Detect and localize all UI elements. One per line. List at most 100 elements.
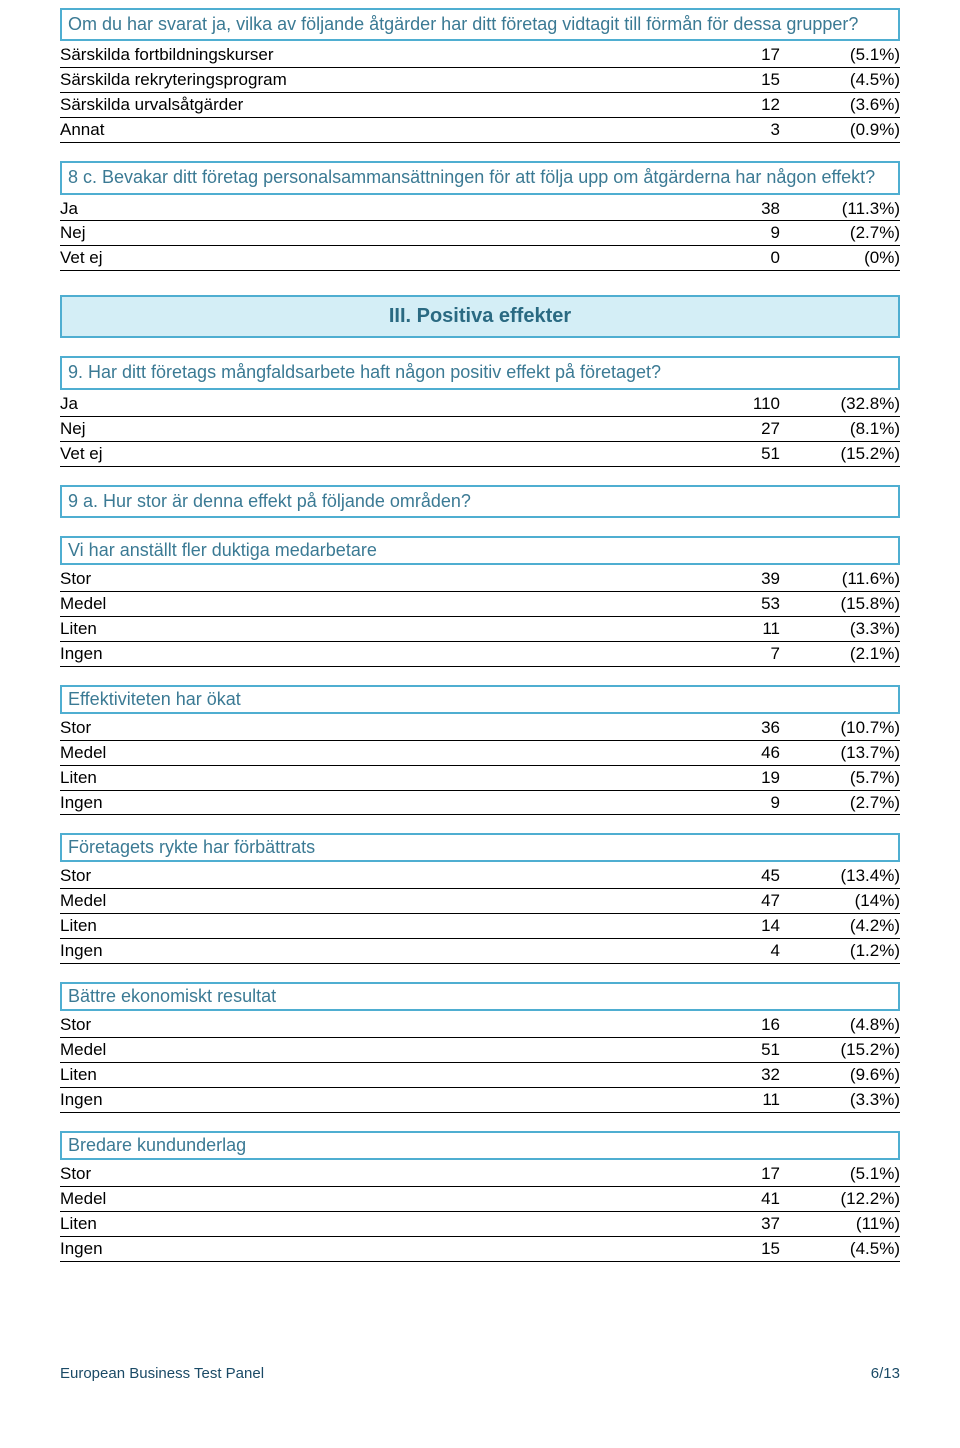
row-label: Ingen	[60, 643, 640, 666]
data-row: Nej 9 (2.7%)	[60, 221, 900, 246]
row-pct: (10.7%)	[780, 717, 900, 740]
subquestion-title: Vi har anställt fler duktiga medarbetare	[68, 540, 892, 561]
row-count: 38	[640, 198, 780, 221]
row-count: 51	[640, 1039, 780, 1062]
row-count: 17	[640, 44, 780, 67]
row-pct: (12.2%)	[780, 1188, 900, 1211]
row-count: 12	[640, 94, 780, 117]
row-label: Stor	[60, 1014, 640, 1037]
row-count: 36	[640, 717, 780, 740]
data-row: Medel41(12.2%)	[60, 1187, 900, 1212]
row-label: Ingen	[60, 1238, 640, 1261]
row-count: 11	[640, 618, 780, 641]
data-row: Stor36(10.7%)	[60, 716, 900, 741]
row-label: Liten	[60, 915, 640, 938]
row-pct: (13.7%)	[780, 742, 900, 765]
row-count: 9	[640, 792, 780, 815]
row-count: 53	[640, 593, 780, 616]
data-row: Stor17(5.1%)	[60, 1162, 900, 1187]
row-pct: (5.1%)	[780, 1163, 900, 1186]
data-row: Ingen11(3.3%)	[60, 1088, 900, 1113]
subquestion-header-box: Vi har anställt fler duktiga medarbetare	[60, 536, 900, 565]
row-label: Annat	[60, 119, 640, 142]
row-label: Ja	[60, 198, 640, 221]
row-label: Liten	[60, 767, 640, 790]
row-count: 39	[640, 568, 780, 591]
row-pct: (0.9%)	[780, 119, 900, 142]
question-header-box: 8 c. Bevakar ditt företag personalsamman…	[60, 161, 900, 194]
question-header-box: 9 a. Hur stor är denna effekt på följand…	[60, 485, 900, 518]
subquestion-block-3: Företagets rykte har förbättrats Stor45(…	[60, 833, 900, 964]
row-pct: (5.7%)	[780, 767, 900, 790]
row-pct: (11.6%)	[780, 568, 900, 591]
row-count: 37	[640, 1213, 780, 1236]
data-row: Stor39(11.6%)	[60, 567, 900, 592]
data-row: Vet ej 51 (15.2%)	[60, 442, 900, 467]
row-label: Särskilda rekryteringsprogram	[60, 69, 640, 92]
row-pct: (4.8%)	[780, 1014, 900, 1037]
row-count: 4	[640, 940, 780, 963]
row-pct: (1.2%)	[780, 940, 900, 963]
row-pct: (15.2%)	[780, 443, 900, 466]
data-row: Liten19(5.7%)	[60, 766, 900, 791]
row-label: Stor	[60, 1163, 640, 1186]
row-count: 9	[640, 222, 780, 245]
data-row: Särskilda urvalsåtgärder 12 (3.6%)	[60, 93, 900, 118]
row-label: Särskilda urvalsåtgärder	[60, 94, 640, 117]
row-count: 27	[640, 418, 780, 441]
row-count: 17	[640, 1163, 780, 1186]
subquestion-header-box: Företagets rykte har förbättrats	[60, 833, 900, 862]
row-label: Medel	[60, 890, 640, 913]
row-pct: (2.7%)	[780, 792, 900, 815]
subquestion-header-box: Bredare kundunderlag	[60, 1131, 900, 1160]
row-count: 45	[640, 865, 780, 888]
row-count: 14	[640, 915, 780, 938]
row-label: Medel	[60, 1188, 640, 1211]
row-count: 15	[640, 69, 780, 92]
data-row: Stor45(13.4%)	[60, 864, 900, 889]
row-pct: (2.7%)	[780, 222, 900, 245]
question-header-box: Om du har svarat ja, vilka av följande å…	[60, 8, 900, 41]
subquestion-header-box: Bättre ekonomiskt resultat	[60, 982, 900, 1011]
row-label: Medel	[60, 742, 640, 765]
row-count: 19	[640, 767, 780, 790]
subquestion-block-4: Bättre ekonomiskt resultat Stor16(4.8%) …	[60, 982, 900, 1113]
subquestion-title: Företagets rykte har förbättrats	[68, 837, 892, 858]
row-count: 51	[640, 443, 780, 466]
row-label: Vet ej	[60, 443, 640, 466]
row-pct: (15.2%)	[780, 1039, 900, 1062]
row-label: Liten	[60, 1213, 640, 1236]
data-row: Vet ej 0 (0%)	[60, 246, 900, 271]
row-count: 15	[640, 1238, 780, 1261]
footer-left: European Business Test Panel	[60, 1365, 264, 1382]
data-row: Ja 38 (11.3%)	[60, 197, 900, 222]
data-row: Liten11(3.3%)	[60, 617, 900, 642]
section-title: III. Positiva effekter	[389, 305, 571, 327]
row-label: Ja	[60, 393, 640, 416]
row-count: 3	[640, 119, 780, 142]
question-block-atgarder: Om du har svarat ja, vilka av följande å…	[60, 8, 900, 143]
row-count: 46	[640, 742, 780, 765]
data-row: Ingen9(2.7%)	[60, 791, 900, 816]
row-pct: (0%)	[780, 247, 900, 270]
data-row: Ja 110 (32.8%)	[60, 392, 900, 417]
data-row: Ingen4(1.2%)	[60, 939, 900, 964]
subquestion-block-5: Bredare kundunderlag Stor17(5.1%) Medel4…	[60, 1131, 900, 1262]
row-pct: (4.5%)	[780, 69, 900, 92]
data-row: Ingen7(2.1%)	[60, 642, 900, 667]
data-row: Liten32(9.6%)	[60, 1063, 900, 1088]
row-label: Ingen	[60, 1089, 640, 1112]
question-block-9a: 9 a. Hur stor är denna effekt på följand…	[60, 485, 900, 518]
row-pct: (4.5%)	[780, 1238, 900, 1261]
subquestion-header-box: Effektiviteten har ökat	[60, 685, 900, 714]
row-pct: (14%)	[780, 890, 900, 913]
row-pct: (32.8%)	[780, 393, 900, 416]
row-pct: (11%)	[780, 1213, 900, 1236]
row-label: Liten	[60, 618, 640, 641]
subquestion-title: Effektiviteten har ökat	[68, 689, 892, 710]
row-label: Stor	[60, 865, 640, 888]
data-row: Annat 3 (0.9%)	[60, 118, 900, 143]
data-row: Stor16(4.8%)	[60, 1013, 900, 1038]
row-count: 32	[640, 1064, 780, 1087]
data-row: Medel51(15.2%)	[60, 1038, 900, 1063]
